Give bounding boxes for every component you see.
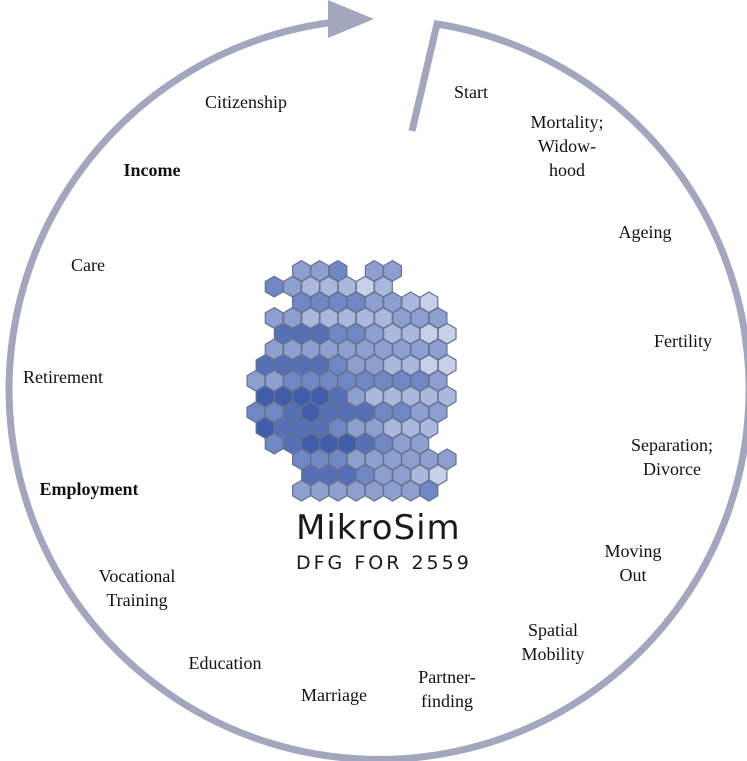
logo-subtitle: DFG FOR 2559 <box>296 552 472 574</box>
stage-label-line: Fertility <box>654 331 712 351</box>
stage-label: Education <box>155 651 295 675</box>
stage-label-line: Divorce <box>643 459 701 479</box>
stage-label: Start <box>401 80 541 104</box>
map-hexagon <box>401 479 421 502</box>
stage-label-line: Spatial <box>528 620 578 640</box>
cycle-arrowhead <box>328 0 374 38</box>
stage-label-line: Marriage <box>301 685 367 705</box>
stage-label-line: Separation; <box>631 435 713 455</box>
stage-label: Citizenship <box>176 90 316 114</box>
stage-label: Spatial Mobility <box>483 618 623 666</box>
stage-label: Partner-finding <box>377 665 517 713</box>
map-hexagon <box>328 479 348 502</box>
stage-label-line: Start <box>454 82 488 102</box>
map-hexagon <box>419 479 439 502</box>
stage-label: Income <box>82 158 222 182</box>
stage-label: Mortality; Widow-hood <box>497 110 637 182</box>
map-hexagon <box>364 479 384 502</box>
stage-label: Ageing <box>575 220 715 244</box>
map-hexagon <box>264 275 284 298</box>
stage-label-line: Widow- <box>537 136 597 156</box>
stage-label-line: Moving <box>604 541 662 561</box>
stage-label-line: Income <box>123 160 181 180</box>
stage-label: Marriage <box>264 683 404 707</box>
stage-label-line: Citizenship <box>205 92 287 112</box>
stage-label-line: Education <box>188 653 262 673</box>
logo-name: MikroSim <box>296 508 461 548</box>
map-hexagon <box>383 479 402 502</box>
map-hexagon <box>310 479 330 502</box>
germany-hex-map <box>246 259 457 502</box>
stage-label-line: Ageing <box>618 222 672 242</box>
map-hexagon <box>292 479 311 502</box>
stage-label: Separation; Divorce <box>602 433 742 481</box>
stage-label: Employment <box>19 477 159 501</box>
stage-label: Vocational Training <box>67 564 207 612</box>
stage-label-line: Training <box>106 590 168 610</box>
stage-label-line: Retirement <box>23 367 103 387</box>
stage-label-line: Out <box>619 565 647 585</box>
map-hexagon <box>264 432 284 455</box>
stage-label-line: Mortality; <box>530 112 604 132</box>
stage-label-line: Employment <box>39 479 139 499</box>
stage-label-line: Care <box>71 255 105 275</box>
stage-label: Fertility <box>613 329 747 353</box>
stage-label-line: Mobility <box>521 644 585 664</box>
stage-label: Retirement <box>0 365 133 389</box>
stage-label: Care <box>18 253 158 277</box>
stage-label-line: Vocational <box>98 566 176 586</box>
stage-label-line: hood <box>549 160 585 180</box>
stage-label-line: Partner- <box>418 667 476 687</box>
stage-label: Moving Out <box>563 539 703 587</box>
stage-label-line: finding <box>421 691 473 711</box>
cycle-arc <box>5 17 747 761</box>
map-hexagon <box>346 479 366 502</box>
